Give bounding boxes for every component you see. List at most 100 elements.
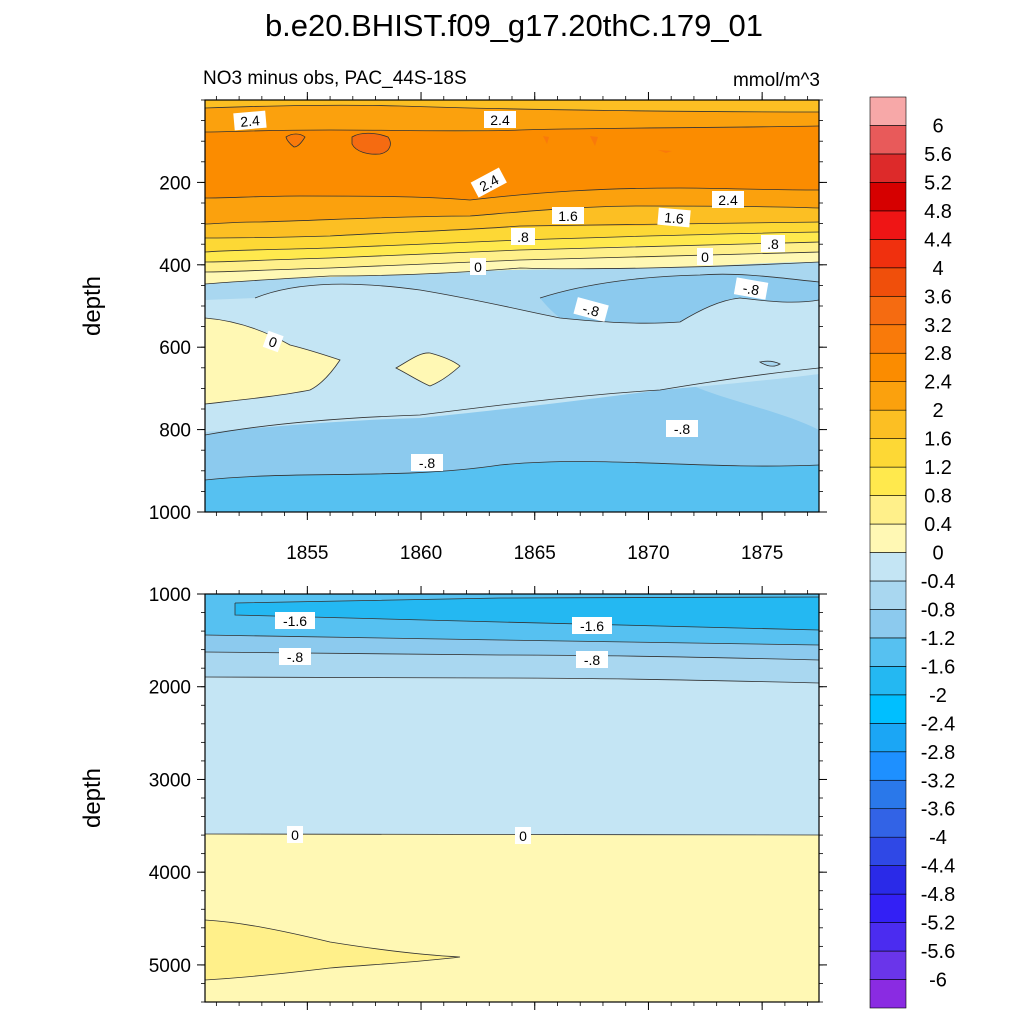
x-tick-label: 1860 — [400, 543, 442, 564]
contour-label-box — [511, 228, 535, 245]
colorbar-label: 4 — [932, 258, 943, 280]
colorbar-label: -1.6 — [921, 656, 955, 678]
colorbar-label: -2.4 — [921, 713, 955, 735]
contour-label-box — [233, 110, 267, 131]
contour-label: -.8 — [279, 648, 311, 665]
colorbar-swatch — [869, 409, 907, 439]
fill-region — [590, 136, 598, 146]
fill-region — [205, 318, 340, 404]
colorbar-swatch — [869, 466, 907, 496]
lower-panel-plot — [205, 594, 819, 1002]
contour-label-box — [761, 235, 785, 252]
contour-line — [205, 241, 819, 263]
colorbar-label: 0.8 — [924, 486, 952, 508]
contour-label-box — [279, 648, 311, 665]
colorbar-swatch — [869, 637, 907, 667]
y-tick-label: 400 — [159, 256, 191, 277]
contour-label-text: 1.6 — [664, 209, 685, 227]
contour-line — [254, 283, 819, 324]
contour-label-box — [470, 258, 486, 275]
contour-line — [205, 634, 819, 646]
colorbar-label: 2.8 — [924, 343, 952, 365]
contour-label-box — [484, 111, 516, 128]
contour-line — [539, 273, 819, 299]
chart-title: b.e20.BHIST.f09_g17.20thC.179_01 — [265, 8, 763, 43]
contour-label: 0 — [262, 330, 284, 353]
fill-region — [205, 920, 460, 980]
contour-line — [205, 187, 819, 201]
contour-label-box — [712, 191, 744, 208]
colorbar-swatch — [869, 438, 907, 468]
contour-line — [205, 317, 341, 405]
contour-label-text: 0 — [291, 827, 299, 843]
contour-label: 2.4 — [712, 191, 744, 208]
contour-label-box — [697, 248, 713, 265]
colorbar-swatch — [869, 352, 907, 382]
contour-label-text: 0 — [474, 259, 482, 275]
colorbar-swatch — [869, 182, 907, 212]
colorbar-label: -5.6 — [921, 941, 955, 963]
colorbar-swatch — [869, 893, 907, 923]
colorbar-swatch — [869, 979, 907, 1009]
colorbar-swatch — [869, 552, 907, 582]
contour-line — [351, 132, 391, 155]
contour-line — [205, 205, 819, 225]
y-tick-label: 5000 — [149, 956, 191, 977]
y-axis-label: depth — [79, 276, 106, 336]
colorbar-label: 0.4 — [924, 514, 952, 536]
colorbar-label: -5.2 — [921, 913, 955, 935]
contour-label: 0 — [287, 826, 303, 843]
colorbar-label: 2 — [932, 400, 943, 422]
colorbar-label: 3.6 — [924, 286, 952, 308]
contour-label-text: -.8 — [419, 455, 436, 471]
contour-label: -.8 — [576, 651, 608, 668]
colorbar-label: 5.2 — [924, 172, 952, 194]
contour-label: -.8 — [666, 420, 698, 437]
contour-label-text: -.8 — [287, 649, 304, 665]
contour-label-text: 0 — [519, 828, 527, 844]
contour-label-box — [733, 277, 769, 300]
contour-line — [205, 676, 819, 684]
colorbar-label: 1.2 — [924, 457, 952, 479]
fill-region — [396, 352, 460, 386]
contour-label-box — [572, 617, 612, 634]
contour-label-text: -1.6 — [580, 618, 604, 634]
contour-label-text: -.8 — [674, 421, 691, 437]
colorbar: -6 -5.6 -5.2 -4.8 -4.4 -4 -3.6 -3.2 -2.8 -2.4 -2 -1… — [869, 96, 955, 1009]
colorbar-label: -2 — [929, 685, 947, 707]
colorbar-label: 6 — [932, 115, 943, 137]
contour-label-text: 2.4 — [718, 192, 738, 208]
fill-region — [235, 597, 819, 630]
contour-line — [234, 596, 819, 604]
colorbar-swatch — [869, 210, 907, 240]
colorbar-swatch — [869, 295, 907, 326]
colorbar-swatch — [869, 381, 907, 411]
colorbar-swatch — [869, 153, 907, 183]
colorbar-label: 1.6 — [924, 429, 952, 451]
y-tick-label: 2000 — [149, 678, 191, 699]
colorbar-swatch — [869, 808, 907, 838]
colorbar-label: 4.8 — [924, 201, 952, 223]
contour-label: 2.4 — [233, 110, 267, 131]
contour-label-text: .8 — [517, 229, 529, 245]
contour-label-text: 2.4 — [240, 112, 261, 130]
contour-line — [205, 231, 819, 253]
contour-line — [205, 125, 819, 133]
y-tick-label: 1000 — [149, 503, 191, 524]
contour-label-text: -.8 — [581, 300, 601, 320]
contour-label-box — [666, 420, 698, 437]
y-tick-label: 1000 — [149, 585, 191, 606]
colorbar-swatch — [869, 125, 907, 155]
contour-label-box — [515, 827, 531, 844]
colorbar-swatch — [869, 523, 907, 553]
contour-label-text: -1.6 — [283, 613, 307, 629]
contour-label-box — [275, 612, 315, 629]
colorbar-swatch — [869, 694, 907, 724]
upper-contour-labels: 2.4 2.42.42.41.6 1.6.8.800-.8-.80-.8-.8 — [233, 110, 785, 471]
fill-region — [205, 100, 819, 112]
contour-label: 1.6 — [552, 207, 584, 224]
colorbar-label: -4.8 — [921, 884, 955, 906]
y-tick-label: 4000 — [149, 863, 191, 884]
contour-line — [758, 360, 781, 367]
